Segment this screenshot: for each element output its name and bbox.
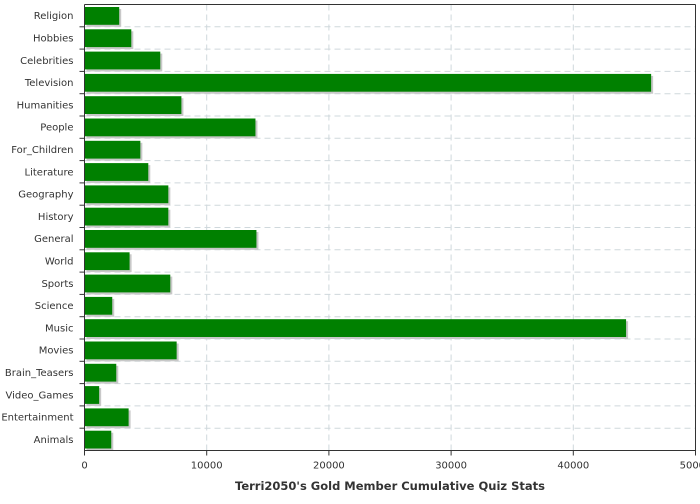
bar-animals: [84, 430, 112, 449]
bars: [84, 7, 654, 451]
category-label: Humanities: [17, 100, 74, 111]
category-label: Entertainment: [1, 413, 73, 424]
category-label: Religion: [34, 11, 74, 22]
category-label: World: [45, 256, 74, 267]
bar-movies: [84, 341, 177, 360]
category-label: Celebrities: [20, 56, 73, 67]
bar-world: [84, 252, 130, 271]
category-label: People: [40, 123, 73, 134]
category-label: Literature: [25, 167, 74, 178]
x-tick-label: 0: [81, 461, 87, 472]
category-label: Video_Games: [6, 390, 74, 401]
bar-music: [84, 319, 627, 337]
x-tick-label: 20000: [313, 461, 345, 472]
x-tick-label: 40000: [557, 461, 589, 472]
grid: [84, 4, 696, 451]
category-label: General: [34, 234, 73, 245]
category-label: Animals: [34, 435, 74, 446]
bar-religion: [84, 7, 120, 25]
category-label: Television: [24, 78, 74, 89]
bar-literature: [84, 163, 149, 181]
bar-hobbies: [84, 29, 132, 48]
category-labels: Religion Hobbies Celebrities Television Huma…: [1, 11, 73, 446]
category-label: Sports: [41, 279, 73, 290]
x-tick-label: 30000: [435, 461, 467, 472]
axes: [79, 4, 696, 456]
bar-celebrities: [84, 51, 161, 70]
category-label: Geography: [18, 190, 73, 201]
bar-sports: [84, 274, 171, 293]
category-label: Brain_Teasers: [5, 368, 74, 379]
bar-entertainment: [84, 408, 129, 427]
category-label: Movies: [39, 346, 74, 357]
bar-history: [84, 207, 169, 226]
x-tick-label: 10000: [191, 461, 223, 472]
bar-people: [84, 118, 256, 137]
bar-science: [84, 296, 113, 315]
bar-video_games: [84, 386, 100, 404]
category-label: Science: [35, 301, 74, 312]
bar-for_children: [84, 140, 141, 159]
x-axis-title: Terri2050's Gold Member Cumulative Quiz …: [235, 479, 545, 493]
category-label: History: [38, 212, 74, 223]
bar-general: [84, 230, 257, 248]
category-label: Hobbies: [33, 33, 73, 44]
bar-brain_teasers: [84, 363, 117, 382]
bar-geography: [84, 185, 169, 204]
category-label: For_Children: [11, 145, 73, 156]
bar-humanities: [84, 96, 182, 114]
bar-television: [84, 73, 652, 92]
category-label: Music: [45, 323, 73, 334]
x-tick-label: 50000: [680, 461, 700, 472]
x-tick-labels: 0 10000 20000 30000 40000 50000: [81, 461, 700, 472]
